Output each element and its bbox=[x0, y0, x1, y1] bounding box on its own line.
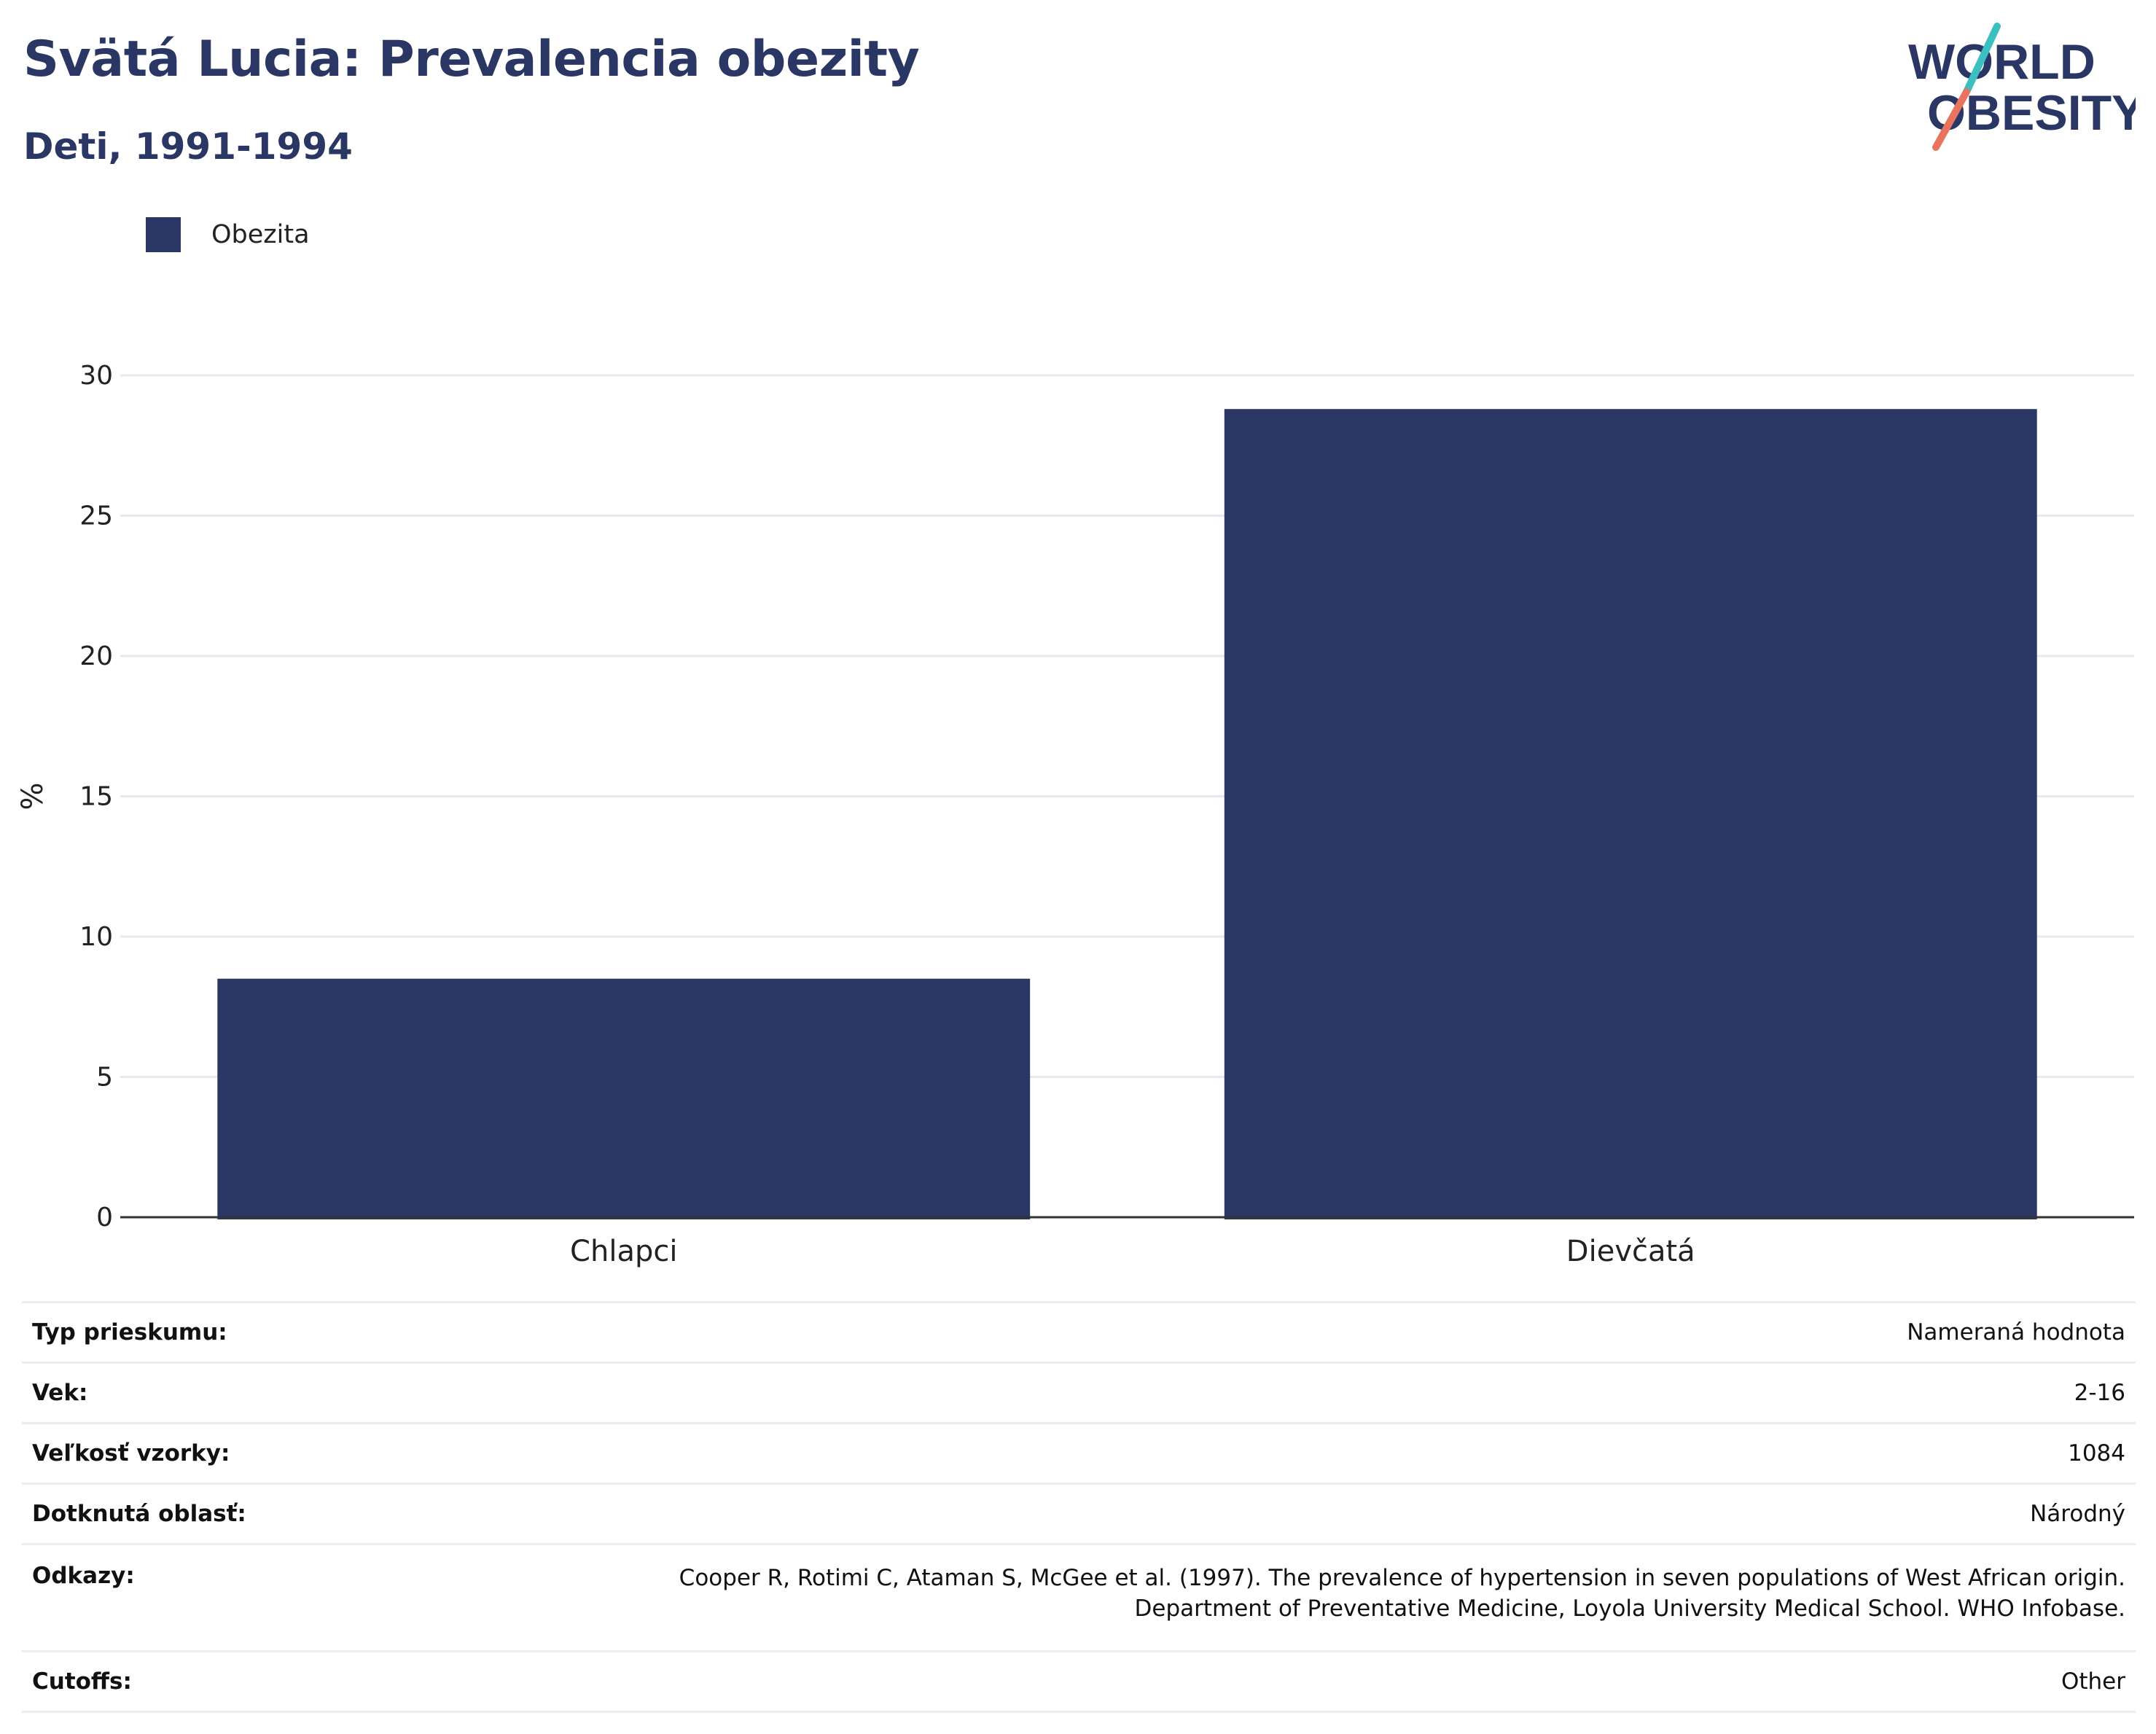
x-tick-label: Chlapci bbox=[570, 1235, 677, 1268]
details-value: Nameraná hodnota bbox=[1907, 1319, 2125, 1346]
bar-chart: 0 5 10 15 20 25 30% Chlapci Dievčatá bbox=[16, 361, 2134, 1268]
logo-slash-teal bbox=[1963, 23, 2001, 95]
logo-line1: WORLD bbox=[1908, 34, 2096, 90]
details-key: Typ prieskumu: bbox=[32, 1319, 227, 1346]
details-key: Veľkosť vzorky: bbox=[32, 1440, 230, 1467]
details-key: Dotknutá oblasť: bbox=[32, 1501, 246, 1527]
bar-1 bbox=[217, 978, 1031, 1219]
details-row-cutoffs: Cutoffs: Other bbox=[22, 1652, 2136, 1712]
y-tick-label: 0 bbox=[96, 1203, 113, 1233]
legend-label-obezita: Obezita bbox=[211, 220, 310, 249]
details-row-age: Vek: 2-16 bbox=[22, 1363, 2136, 1423]
x-tick-label: Dievčatá bbox=[1566, 1235, 1695, 1268]
details-key: Cutoffs: bbox=[32, 1668, 132, 1695]
logo-slash-coral bbox=[1932, 88, 1970, 151]
y-tick-label: 20 bbox=[79, 641, 113, 671]
legend-swatch-obezita bbox=[146, 217, 181, 252]
details-value: Národný bbox=[2030, 1501, 2125, 1527]
details-key: Odkazy: bbox=[32, 1563, 135, 1589]
details-table: Typ prieskumu: Nameraná hodnota Vek: 2-1… bbox=[22, 1301, 2136, 1713]
details-value: 1084 bbox=[2068, 1440, 2125, 1467]
details-value: Cooper R, Rotimi C, Ataman S, McGee et a… bbox=[421, 1544, 2136, 1652]
details-row-sample-size: Veľkosť vzorky: 1084 bbox=[22, 1423, 2136, 1484]
details-row-area: Dotknutá oblasť: Národný bbox=[22, 1484, 2136, 1544]
reference-line: Cooper R, Rotimi C, Ataman S, McGee et a… bbox=[679, 1565, 2125, 1591]
bar-2 bbox=[1224, 409, 2037, 1220]
y-tick-label: 25 bbox=[79, 501, 113, 531]
y-tick-label: 15 bbox=[79, 782, 113, 812]
legend: Obezita bbox=[146, 217, 310, 252]
y-axis-title: % bbox=[16, 782, 50, 810]
y-tick-label: 5 bbox=[96, 1063, 113, 1093]
world-obesity-logo: WORLD OBESITY bbox=[1908, 23, 2136, 151]
details-key: Vek: bbox=[32, 1380, 88, 1406]
chart-title: Svätá Lucia: Prevalencia obezity bbox=[23, 31, 920, 88]
reference-line: Department of Preventative Medicine, Loy… bbox=[1134, 1596, 2126, 1622]
details-row-references: Odkazy: Cooper R, Rotimi C, Ataman S, Mc… bbox=[22, 1544, 2136, 1652]
details-row-survey-type: Typ prieskumu: Nameraná hodnota bbox=[22, 1302, 2136, 1363]
details-value: 2-16 bbox=[2074, 1380, 2125, 1406]
chart-subtitle: Deti, 1991-1994 bbox=[23, 125, 353, 168]
y-tick-label: 30 bbox=[79, 361, 113, 391]
details-value: Other bbox=[2061, 1668, 2125, 1695]
y-tick-label: 10 bbox=[79, 922, 113, 952]
